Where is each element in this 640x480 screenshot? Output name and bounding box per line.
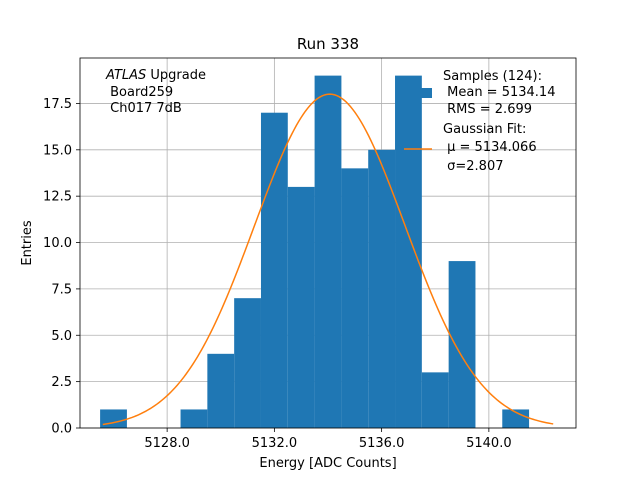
legend-samples-mean: Mean = 5134.14 xyxy=(443,85,555,100)
annotation-line-1: ATLAS Upgrade xyxy=(105,68,206,83)
histogram-bar-9 xyxy=(341,168,369,428)
annotation-upgrade: Upgrade xyxy=(146,68,206,83)
histogram-bar-13 xyxy=(448,261,476,428)
legend-samples-title: Samples (124): xyxy=(443,69,542,84)
histogram-bar-6 xyxy=(260,112,288,428)
y-tick-label-3: 7.5 xyxy=(51,282,72,297)
fit-curve-group xyxy=(102,93,554,426)
legend-samples-swatch xyxy=(404,88,432,98)
legend: Samples (124): Mean = 5134.14 RMS = 2.69… xyxy=(404,69,555,174)
plot-frame xyxy=(79,57,577,429)
histogram-bar-4 xyxy=(207,353,235,428)
annotation-channel: Ch017 7dB xyxy=(106,101,182,116)
histogram-bar-3 xyxy=(180,409,208,428)
y-tick-label-6: 15.0 xyxy=(43,143,72,158)
legend-samples-rms: RMS = 2.699 xyxy=(443,102,532,117)
annotation-atlas: ATLAS xyxy=(105,68,146,83)
y-tick-label-1: 2.5 xyxy=(51,375,72,390)
histogram-bar-12 xyxy=(421,372,449,428)
x-axis-label: Energy [ADC Counts] xyxy=(259,456,396,471)
histogram-bar-10 xyxy=(368,149,396,428)
histogram-bar-5 xyxy=(234,298,261,428)
histogram-bar-0 xyxy=(100,409,127,428)
y-axis-ticks: 0.0 2.5 5.0 7.5 10.0 12.5 15.0 17.5 xyxy=(43,97,80,437)
y-axis-label: Entries xyxy=(20,220,35,266)
legend-fit-mu: μ = 5134.066 xyxy=(443,140,537,155)
x-tick-label-0: 5128.0 xyxy=(144,436,190,451)
gaussian-fit-curve xyxy=(102,93,554,426)
legend-fit-title: Gaussian Fit: xyxy=(443,122,526,137)
y-tick-label-2: 5.0 xyxy=(51,329,72,344)
x-axis-ticks: 5128.0 5132.0 5136.0 5140.0 xyxy=(144,428,512,451)
y-tick-label-4: 10.0 xyxy=(43,236,72,251)
y-tick-label-5: 12.5 xyxy=(43,190,72,205)
x-tick-label-1: 5132.0 xyxy=(252,436,298,451)
y-tick-label-7: 17.5 xyxy=(43,97,72,112)
y-tick-label-0: 0.0 xyxy=(51,422,72,437)
x-tick-label-3: 5140.0 xyxy=(466,436,512,451)
histogram-bars xyxy=(100,75,530,428)
chart-title: Run 338 xyxy=(297,35,359,53)
x-tick-label-2: 5136.0 xyxy=(359,436,405,451)
histogram-bar-15 xyxy=(502,409,530,428)
histogram-bar-8 xyxy=(314,75,342,428)
annotation-board: Board259 xyxy=(106,85,173,100)
histogram-bar-11 xyxy=(395,75,422,428)
histogram-bar-7 xyxy=(287,186,315,428)
legend-fit-sigma: σ=2.807 xyxy=(443,159,503,174)
